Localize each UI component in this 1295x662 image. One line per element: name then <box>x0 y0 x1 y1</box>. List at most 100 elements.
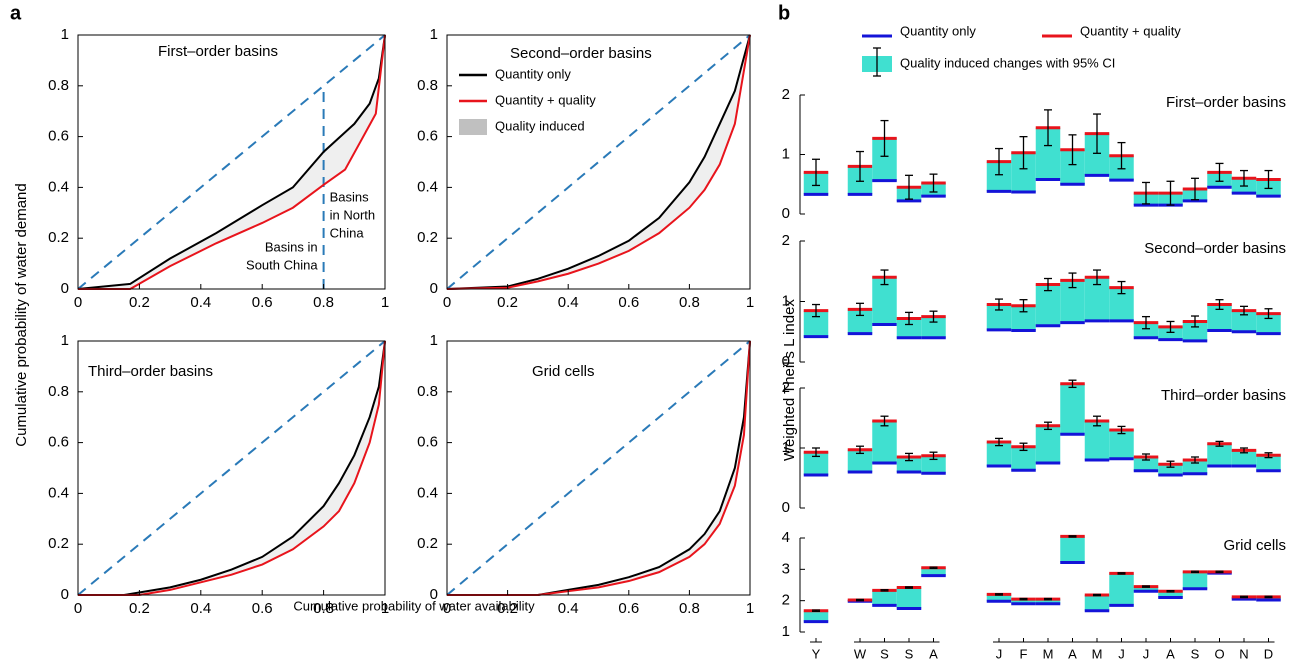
legend-label: Quantity only <box>900 23 976 38</box>
y-tick-label: 1 <box>782 623 790 640</box>
quality-induced-bar <box>803 610 829 622</box>
x-tick-label: S <box>880 646 889 661</box>
x-tick-label: 0.6 <box>618 294 639 311</box>
x-tick-label: 0.4 <box>190 600 211 617</box>
x-tick-label: 0.2 <box>497 600 518 617</box>
x-tick-label: S <box>905 646 914 661</box>
lorenz-curve <box>447 340 751 596</box>
equality-line <box>77 34 386 290</box>
quality-induced-bar <box>1231 310 1257 332</box>
subplot-title: Second–order basins <box>1144 240 1286 257</box>
y-axis-label: Cumulative probability of water demand <box>13 183 30 446</box>
y-tick-label: 0.8 <box>48 77 69 94</box>
annotation: South China <box>246 257 318 272</box>
x-tick-label: 0.8 <box>679 600 700 617</box>
quality-induced-bar <box>1011 599 1036 604</box>
y-tick-label: 1 <box>61 332 69 349</box>
lorenz-curve <box>77 34 386 290</box>
quality-induced-bar <box>1133 457 1159 471</box>
quality-induced-bar <box>896 587 922 609</box>
quality-induced-bar <box>986 594 1012 602</box>
x-tick-label: Y <box>812 646 821 661</box>
quality-induced-bar <box>1011 446 1036 471</box>
lorenz-curve <box>78 340 386 596</box>
x-tick-label: M <box>1092 646 1103 661</box>
quality-induced-bar <box>921 567 946 576</box>
quality-induced-bar <box>921 316 946 338</box>
y-tick-label: 0.6 <box>48 128 69 145</box>
x-tick-label: 0 <box>74 600 82 617</box>
annotation: Basins in <box>265 239 318 254</box>
y-tick-label: 1 <box>61 26 69 43</box>
y-tick-label: 0 <box>430 586 438 603</box>
subplot-title: First–order basins <box>1166 94 1286 111</box>
x-tick-label: F <box>1020 646 1028 661</box>
panel-label: a <box>10 2 22 24</box>
x-tick-label: 1 <box>746 294 754 311</box>
legend-label: Quality induced changes with 95% CI <box>900 55 1115 70</box>
y-tick-label: 2 <box>782 86 790 103</box>
y-tick-label: 3 <box>782 560 790 577</box>
lorenz-curve <box>447 340 751 596</box>
quality-induced-bar <box>896 457 922 472</box>
y-tick-label: 2 <box>782 592 790 609</box>
quality-induced-bar <box>1182 571 1208 589</box>
x-tick-label: A <box>1068 646 1077 661</box>
y-tick-label: 0 <box>61 280 69 297</box>
y-tick-label: 0 <box>61 586 69 603</box>
legend-label: Quantity + quality <box>495 92 596 107</box>
y-tick-label: 1 <box>430 26 438 43</box>
y-tick-label: 0.4 <box>417 484 438 501</box>
quality-induced-bar <box>1158 326 1183 340</box>
x-tick-label: 0.4 <box>558 600 579 617</box>
panel-label: b <box>778 2 790 24</box>
x-tick-label: 1 <box>381 600 389 617</box>
x-tick-label: W <box>854 646 867 661</box>
annotation: in North <box>330 207 376 222</box>
y-tick-label: 1 <box>430 332 438 349</box>
quality-induced-bar <box>803 452 829 475</box>
y-tick-label: 4 <box>782 529 790 546</box>
lorenz-curve <box>78 34 386 290</box>
x-tick-label: 0.8 <box>313 600 334 617</box>
quality-induced-bar <box>921 455 946 474</box>
equality-line <box>446 340 751 596</box>
x-tick-label: J <box>1118 646 1125 661</box>
legend-swatch <box>459 119 487 135</box>
shade <box>78 341 385 595</box>
x-tick-label: A <box>1166 646 1175 661</box>
subplot-title: First–order basins <box>158 43 278 60</box>
x-tick-label: D <box>1264 646 1273 661</box>
axes-frame <box>446 34 751 290</box>
equality-line <box>446 34 751 290</box>
y-tick-label: 0.2 <box>417 229 438 246</box>
x-tick-label: 0.4 <box>558 294 579 311</box>
x-tick-label: 0.6 <box>618 600 639 617</box>
quality-induced-bar <box>1060 383 1085 435</box>
quality-induced-bar <box>1256 313 1281 334</box>
subplot-title: Grid cells <box>532 363 595 380</box>
y-tick-label: 0 <box>782 499 790 516</box>
x-axis-label: Cumulative probability of water availabi… <box>293 598 535 613</box>
y-tick-label: 0.4 <box>48 484 69 501</box>
quality-induced-bar <box>1256 455 1281 471</box>
quality-induced-bar <box>1084 595 1110 611</box>
x-tick-label: 0.2 <box>129 294 150 311</box>
quality-induced-bar <box>1158 591 1183 598</box>
y-tick-label: 0.6 <box>48 434 69 451</box>
y-tick-label: 1 <box>782 292 790 309</box>
y-tick-label: 2 <box>782 232 790 249</box>
x-tick-label: 0 <box>443 600 451 617</box>
x-tick-label: M <box>1043 646 1054 661</box>
y-tick-label: 0 <box>430 280 438 297</box>
lorenz-curve <box>446 34 751 290</box>
lorenz-curve <box>78 340 386 596</box>
quality-induced-bar <box>1109 430 1134 459</box>
x-tick-label: 0 <box>443 294 451 311</box>
x-tick-label: 1 <box>381 294 389 311</box>
quality-induced-bar <box>1207 443 1232 466</box>
quality-induced-bar <box>872 421 897 463</box>
quality-induced-bar <box>896 318 922 338</box>
x-tick-label: 0.6 <box>252 600 273 617</box>
quality-induced-bar <box>1035 284 1061 326</box>
